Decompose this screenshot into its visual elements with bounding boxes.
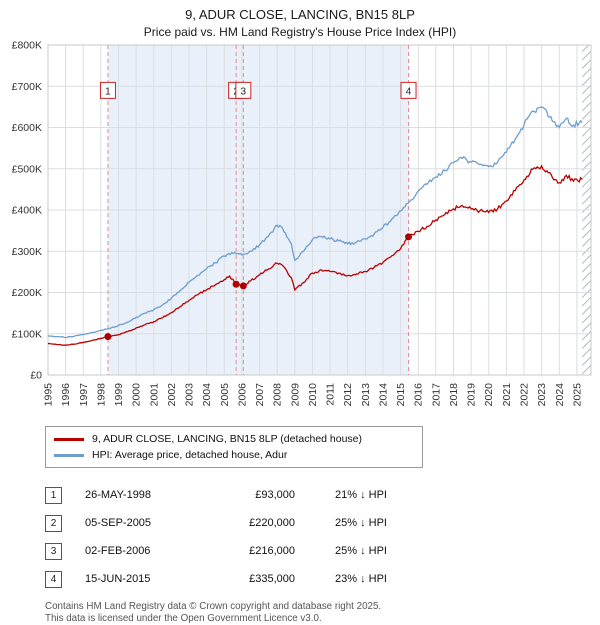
svg-text:2001: 2001 <box>148 383 160 407</box>
sale-number-cell: 1 <box>45 486 85 504</box>
sale-row-2: 2 05-SEP-2005 £220,000 25% ↓ HPI <box>45 509 600 537</box>
svg-text:1999: 1999 <box>113 383 125 407</box>
svg-text:1996: 1996 <box>60 383 72 407</box>
svg-text:£700K: £700K <box>12 81 42 93</box>
svg-text:2014: 2014 <box>377 383 389 407</box>
svg-text:2012: 2012 <box>342 383 354 407</box>
legend-item-hpi: HPI: Average price, detached house, Adur <box>54 447 414 463</box>
svg-text:£400K: £400K <box>12 205 42 217</box>
legend-label-property: 9, ADUR CLOSE, LANCING, BN15 8LP (detach… <box>92 433 363 445</box>
svg-text:2011: 2011 <box>325 383 337 406</box>
grid <box>47 44 591 376</box>
svg-text:2006: 2006 <box>236 383 248 407</box>
svg-text:2010: 2010 <box>307 383 319 407</box>
svg-text:2022: 2022 <box>519 383 531 407</box>
legend-label-hpi: HPI: Average price, detached house, Adur <box>92 449 288 461</box>
legend-item-property: 9, ADUR CLOSE, LANCING, BN15 8LP (detach… <box>54 431 414 447</box>
svg-text:2005: 2005 <box>219 383 231 407</box>
svg-text:2025: 2025 <box>571 383 583 407</box>
sale-hpi-delta: 25% ↓ HPI <box>335 545 387 557</box>
sale-number-cell: 2 <box>45 514 85 532</box>
y-axis-labels: £0 £100K £200K £300K £400K £500K £600K £700K £80… <box>12 40 43 382</box>
svg-text:£200K: £200K <box>12 287 42 299</box>
svg-text:2017: 2017 <box>430 383 442 407</box>
sale-label-box-1: 1 <box>99 81 116 99</box>
sale-number-badge: 3 <box>45 542 62 560</box>
property-price-line <box>47 164 583 346</box>
svg-text:£0: £0 <box>30 370 42 382</box>
sale-date: 05-SEP-2005 <box>85 517 152 529</box>
hpi-line <box>47 106 583 339</box>
sale-price: £220,000 <box>249 517 295 529</box>
svg-text:3: 3 <box>241 86 247 97</box>
chart-legend: 9, ADUR CLOSE, LANCING, BN15 8LP (detach… <box>45 426 423 468</box>
svg-text:2015: 2015 <box>395 383 407 407</box>
sale-marker-1 <box>104 333 112 341</box>
svg-text:£500K: £500K <box>12 163 42 175</box>
chart-title: 9, ADUR CLOSE, LANCING, BN15 8LP <box>185 7 415 22</box>
svg-text:2023: 2023 <box>536 383 548 407</box>
svg-text:2024: 2024 <box>554 383 566 407</box>
svg-text:1995: 1995 <box>43 383 55 407</box>
svg-text:2013: 2013 <box>360 383 372 407</box>
sale-number-badge: 4 <box>45 570 62 588</box>
svg-text:1: 1 <box>105 86 111 97</box>
svg-text:2003: 2003 <box>184 383 196 407</box>
sale-label-box-4: 4 <box>400 81 417 99</box>
sale-date: 26-MAY-1998 <box>85 489 152 501</box>
svg-text:2020: 2020 <box>483 383 495 407</box>
sale-marker-4 <box>405 233 413 241</box>
x-axis-labels: 1995 1996 1997 1998 1999 2000 2001 2002 2003 2004… <box>43 383 584 407</box>
plot-border <box>47 44 592 376</box>
sale-number-cell: 4 <box>45 570 85 588</box>
sale-price: £93,000 <box>255 489 295 501</box>
svg-text:2007: 2007 <box>254 383 266 407</box>
sale-hpi-delta: 25% ↓ HPI <box>335 517 387 529</box>
price-history-chart: 1234£0£100K£200K£300K£400K£500K£600K£700… <box>12 40 592 407</box>
hpi-line-swatch <box>54 453 84 457</box>
svg-text:£300K: £300K <box>12 246 42 258</box>
sale-row-4: 4 15-JUN-2015 £335,000 23% ↓ HPI <box>45 565 600 593</box>
svg-text:2016: 2016 <box>413 383 425 407</box>
svg-text:4: 4 <box>406 86 412 97</box>
footer-line2: This data is licensed under the Open Gov… <box>45 613 322 625</box>
svg-text:1998: 1998 <box>95 383 107 407</box>
sale-label-box-3: 3 <box>235 81 252 99</box>
svg-text:£100K: £100K <box>12 328 42 340</box>
svg-text:2018: 2018 <box>448 383 460 407</box>
svg-text:1997: 1997 <box>78 383 90 407</box>
chart-subtitle: Price paid vs. HM Land Registry's House … <box>143 25 457 39</box>
sale-row-3: 3 02-FEB-2006 £216,000 25% ↓ HPI <box>45 537 600 565</box>
sale-date: 02-FEB-2006 <box>85 545 151 557</box>
sale-marker-2 <box>232 280 240 288</box>
svg-text:2008: 2008 <box>272 383 284 407</box>
footer-line1: Contains HM Land Registry data © Crown c… <box>45 601 382 612</box>
sale-marker-3 <box>239 282 247 290</box>
svg-text:2002: 2002 <box>166 383 178 407</box>
sale-hpi-delta: 23% ↓ HPI <box>335 573 387 585</box>
sale-price: £216,000 <box>249 545 295 557</box>
svg-text:2000: 2000 <box>131 383 143 407</box>
sale-number-badge: 2 <box>45 514 62 532</box>
svg-text:2004: 2004 <box>201 383 213 407</box>
svg-text:2019: 2019 <box>466 383 478 407</box>
sales-table: 1 26-MAY-1998 £93,000 21% ↓ HPI 2 05-SEP-2005… <box>45 481 600 593</box>
svg-text:2009: 2009 <box>289 383 301 407</box>
svg-text:£800K: £800K <box>12 40 42 52</box>
sale-number-badge: 1 <box>45 486 62 504</box>
svg-text:£600K: £600K <box>12 122 42 134</box>
property-line-swatch <box>54 437 84 441</box>
footer: Contains HM Land Registry data © Crown c… <box>45 601 600 625</box>
sale-row-1: 1 26-MAY-1998 £93,000 21% ↓ HPI <box>45 481 600 509</box>
sale-number-cell: 3 <box>45 542 85 560</box>
svg-text:2021: 2021 <box>501 383 513 407</box>
sale-price: £335,000 <box>249 573 295 585</box>
sale-date: 15-JUN-2015 <box>85 573 151 585</box>
sale-hpi-delta: 21% ↓ HPI <box>335 489 387 501</box>
